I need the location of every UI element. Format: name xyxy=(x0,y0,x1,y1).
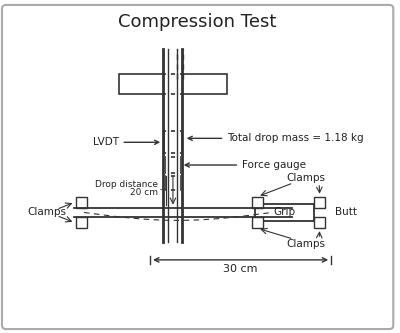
Text: Clamps: Clamps xyxy=(287,239,326,249)
Text: Butt: Butt xyxy=(335,207,357,217)
FancyBboxPatch shape xyxy=(2,5,393,329)
Bar xyxy=(255,203,314,221)
Text: LVDT: LVDT xyxy=(92,137,159,147)
Bar xyxy=(314,217,325,228)
Bar xyxy=(314,197,325,207)
Text: Total drop mass = 1.18 kg: Total drop mass = 1.18 kg xyxy=(188,133,364,143)
Bar xyxy=(252,197,263,207)
Text: Grip: Grip xyxy=(274,207,296,217)
Text: Compression Test: Compression Test xyxy=(118,13,277,31)
Bar xyxy=(176,77,184,82)
Bar xyxy=(252,217,263,228)
Bar xyxy=(76,217,87,228)
Text: Force gauge: Force gauge xyxy=(185,160,306,170)
Text: 30 cm: 30 cm xyxy=(223,264,258,274)
Bar xyxy=(164,132,182,153)
Bar xyxy=(76,197,87,207)
Text: Drop distance: Drop distance xyxy=(95,180,158,189)
Text: 20 cm: 20 cm xyxy=(130,188,158,197)
Text: Clamps: Clamps xyxy=(287,173,326,183)
Text: Clamps: Clamps xyxy=(28,207,67,217)
Bar xyxy=(118,74,227,94)
Bar xyxy=(166,157,180,173)
Bar xyxy=(166,176,180,190)
